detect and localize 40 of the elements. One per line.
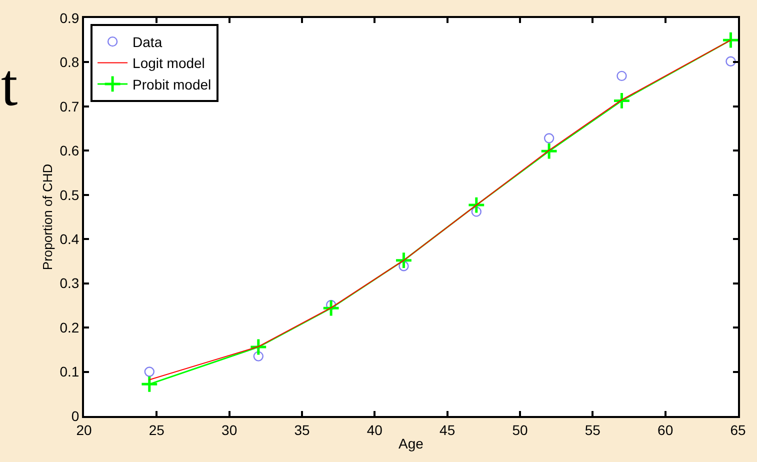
point [544, 133, 554, 144]
x-tick-label: 50 [512, 422, 528, 438]
y-tick-label: 0.8 [60, 54, 80, 70]
x-tick-label: 40 [366, 422, 383, 438]
point [322, 299, 340, 318]
y-tick-label: 0 [71, 408, 80, 424]
legend-label: Data [132, 34, 162, 50]
point [616, 70, 627, 82]
point [612, 92, 631, 110]
legend-label: Logit model [132, 55, 205, 72]
y-tick-label: 0.4 [60, 231, 80, 248]
x-axis-title: Age [398, 436, 424, 452]
y-tick-label: 0.9 [60, 10, 80, 26]
point [140, 375, 158, 394]
point [144, 366, 154, 377]
x-tick-label: 60 [658, 422, 674, 438]
x-tick-label: 25 [148, 422, 165, 438]
text: t [1, 52, 18, 118]
x-tick-label: 35 [294, 422, 310, 438]
y-tick-label: 0.2 [60, 319, 80, 336]
point [326, 300, 336, 310]
y-tick-label: 0.1 [60, 364, 80, 380]
y-tick-label: 0.3 [60, 275, 80, 292]
legend-label: Probit model [132, 76, 212, 92]
point [398, 260, 409, 272]
x-tick-label: 45 [440, 422, 456, 438]
y-tick-label: 0.5 [60, 186, 80, 203]
point [467, 196, 486, 214]
point [394, 251, 413, 270]
y-tick-label: 0.7 [60, 98, 80, 114]
point [253, 351, 264, 362]
x-tick-label: 55 [584, 422, 601, 438]
x-tick-label: 30 [222, 422, 238, 438]
x-tick-label: 20 [76, 422, 92, 438]
y-axis-title: Proportion of CHD [40, 164, 56, 270]
x-tick-label: 65 [730, 422, 746, 438]
point [471, 206, 482, 217]
point [726, 56, 736, 66]
y-tick-label: 0.6 [60, 142, 80, 159]
point [540, 142, 558, 160]
